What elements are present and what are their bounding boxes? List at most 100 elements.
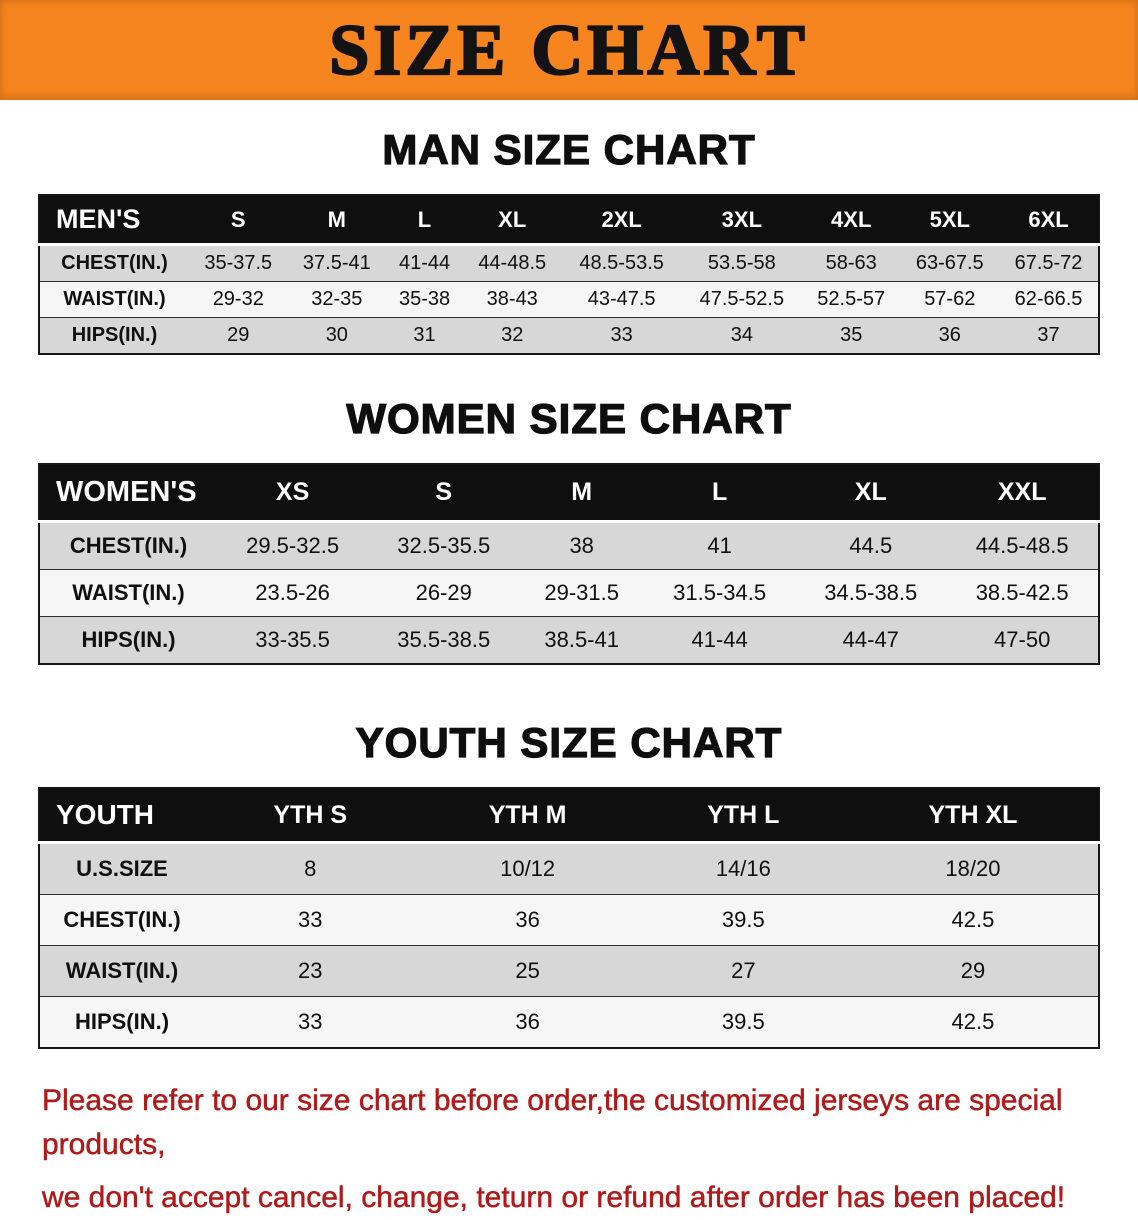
table-cell: 67.5-72 — [999, 244, 1099, 282]
table-cell: 29 — [847, 945, 1099, 997]
footer-note: Please refer to our size chart before or… — [42, 1079, 1138, 1220]
row-label: HIPS(IN.) — [39, 616, 217, 664]
table-cell: 62-66.5 — [999, 281, 1099, 318]
row-label: U.S.SIZE — [39, 842, 204, 895]
table-cell: 38.5-42.5 — [946, 569, 1099, 617]
table-cell: 48.5-53.5 — [561, 244, 682, 282]
table-cell: 39.5 — [638, 996, 848, 1048]
table-cell: 36 — [900, 317, 1000, 354]
table-cell: 32 — [462, 317, 562, 354]
row-label: WAIST(IN.) — [39, 945, 204, 997]
table-cell: 29-32 — [189, 281, 288, 318]
table-cell: 57-62 — [900, 281, 1000, 318]
table-cell: 44.5-48.5 — [946, 521, 1099, 570]
youth-chest-row: CHEST(IN.) 33 36 39.5 42.5 — [39, 894, 1099, 946]
row-label: CHEST(IN.) — [39, 244, 189, 282]
table-cell: 42.5 — [847, 894, 1099, 946]
table-cell: 35-37.5 — [189, 244, 288, 282]
table-cell: 34 — [681, 317, 802, 354]
women-size-table: WOMEN'S XS S M L XL XXL CHEST(IN.) 29.5-… — [38, 463, 1100, 665]
size-chart-banner: SIZE CHART — [0, 0, 1138, 100]
women-size-col: XL — [795, 464, 947, 523]
banner-title: SIZE CHART — [328, 8, 809, 90]
table-cell: 31 — [386, 317, 463, 354]
table-cell: 33 — [561, 317, 682, 354]
men-size-col: 3XL — [681, 195, 802, 246]
row-label: CHEST(IN.) — [39, 894, 204, 946]
table-cell: 47-50 — [946, 616, 1099, 664]
youth-size-col: YTH XL — [847, 788, 1099, 844]
table-cell: 39.5 — [638, 894, 848, 946]
row-label: HIPS(IN.) — [39, 996, 204, 1048]
table-cell: 63-67.5 — [900, 244, 1000, 282]
women-size-col: L — [644, 464, 796, 523]
table-cell: 47.5-52.5 — [681, 281, 802, 318]
table-cell: 53.5-58 — [681, 244, 802, 282]
men-size-col: 5XL — [900, 195, 1000, 246]
row-label: CHEST(IN.) — [39, 521, 217, 570]
table-cell: 30 — [287, 317, 387, 354]
footer-note-line1: Please refer to our size chart before or… — [42, 1084, 1063, 1161]
table-cell: 42.5 — [847, 996, 1099, 1048]
table-cell: 29 — [189, 317, 288, 354]
table-cell: 36 — [416, 996, 639, 1048]
row-label: WAIST(IN.) — [39, 569, 217, 617]
youth-size-col: YTH M — [416, 788, 639, 844]
youth-header-row: YOUTH YTH S YTH M YTH L YTH XL — [39, 788, 1099, 844]
women-waist-row: WAIST(IN.) 23.5-26 26-29 29-31.5 31.5-34… — [39, 569, 1099, 617]
men-size-col: S — [189, 195, 288, 246]
women-corner-label: WOMEN'S — [39, 464, 217, 523]
women-section-heading: WOMEN SIZE CHART — [346, 394, 792, 442]
table-cell: 37.5-41 — [287, 244, 387, 282]
men-size-col: L — [386, 195, 463, 246]
table-cell: 35 — [801, 317, 901, 354]
table-cell: 18/20 — [847, 842, 1099, 895]
table-cell: 41 — [644, 521, 796, 570]
table-cell: 33 — [204, 996, 417, 1048]
table-cell: 44-48.5 — [462, 244, 562, 282]
youth-size-table: YOUTH YTH S YTH M YTH L YTH XL U.S.SIZE … — [38, 787, 1100, 1049]
table-cell: 14/16 — [638, 842, 848, 895]
men-waist-row: WAIST(IN.) 29-32 32-35 35-38 38-43 43-47… — [39, 281, 1099, 318]
youth-ussize-row: U.S.SIZE 8 10/12 14/16 18/20 — [39, 842, 1099, 895]
men-chest-row: CHEST(IN.) 35-37.5 37.5-41 41-44 44-48.5… — [39, 244, 1099, 282]
men-size-col: 6XL — [999, 195, 1099, 246]
table-cell: 31.5-34.5 — [644, 569, 796, 617]
table-cell: 23 — [204, 945, 417, 997]
men-size-col: 4XL — [801, 195, 901, 246]
women-hips-row: HIPS(IN.) 33-35.5 35.5-38.5 38.5-41 41-4… — [39, 616, 1099, 664]
row-label: WAIST(IN.) — [39, 281, 189, 318]
youth-waist-row: WAIST(IN.) 23 25 27 29 — [39, 945, 1099, 997]
table-cell: 38.5-41 — [519, 616, 645, 664]
table-cell: 43-47.5 — [561, 281, 682, 318]
table-cell: 8 — [204, 842, 417, 895]
women-size-col: S — [368, 464, 520, 523]
table-cell: 29-31.5 — [519, 569, 645, 617]
men-header-row: MEN'S S M L XL 2XL 3XL 4XL 5XL 6XL — [39, 195, 1099, 246]
table-cell: 36 — [416, 894, 639, 946]
table-cell: 35.5-38.5 — [368, 616, 520, 664]
table-cell: 41-44 — [386, 244, 463, 282]
table-cell: 32.5-35.5 — [368, 521, 520, 570]
table-cell: 41-44 — [644, 616, 796, 664]
women-size-col: XXL — [946, 464, 1099, 523]
table-cell: 38-43 — [462, 281, 562, 318]
men-size-col: XL — [462, 195, 562, 246]
men-size-table: MEN'S S M L XL 2XL 3XL 4XL 5XL 6XL CHEST… — [38, 194, 1100, 355]
table-cell: 23.5-26 — [217, 569, 369, 617]
table-cell: 32-35 — [287, 281, 387, 318]
women-size-col: M — [519, 464, 645, 523]
women-header-row: WOMEN'S XS S M L XL XXL — [39, 464, 1099, 523]
table-cell: 33-35.5 — [217, 616, 369, 664]
men-corner-label: MEN'S — [39, 195, 189, 246]
youth-hips-row: HIPS(IN.) 33 36 39.5 42.5 — [39, 996, 1099, 1048]
youth-corner-label: YOUTH — [39, 788, 204, 844]
table-cell: 27 — [638, 945, 848, 997]
youth-section-heading: YOUTH SIZE CHART — [355, 718, 783, 766]
youth-size-col: YTH L — [638, 788, 848, 844]
table-cell: 44.5 — [795, 521, 947, 570]
table-cell: 25 — [416, 945, 639, 997]
table-cell: 38 — [519, 521, 645, 570]
men-hips-row: HIPS(IN.) 29 30 31 32 33 34 35 36 37 — [39, 317, 1099, 354]
